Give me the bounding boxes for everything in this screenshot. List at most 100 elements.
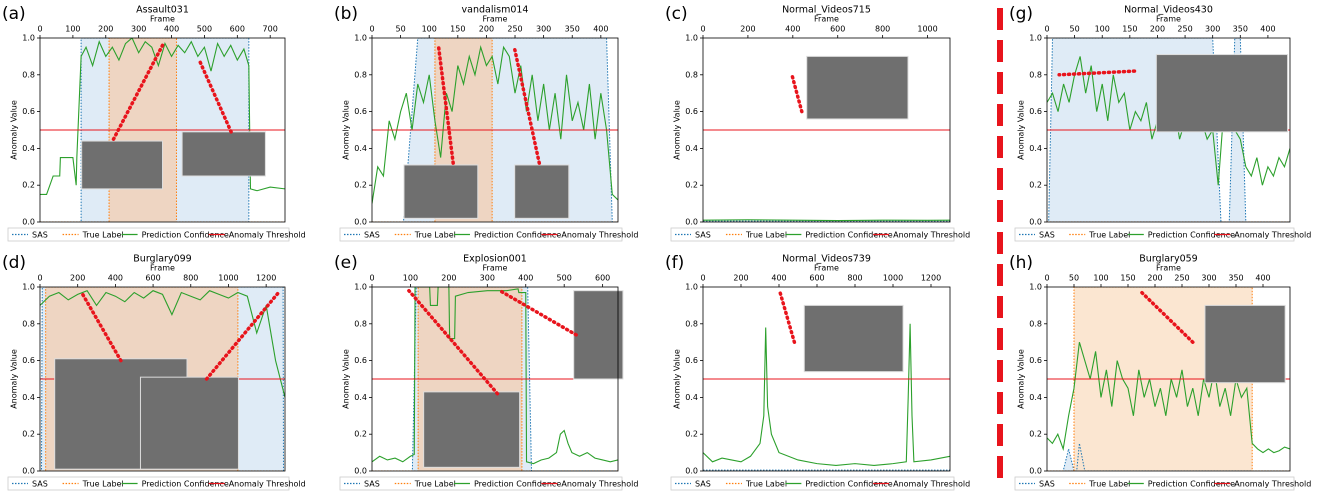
legend-label: Prediction Confidence	[1148, 231, 1235, 240]
y-tick-label: 0.6	[1029, 356, 1042, 365]
y-tick-label: 0.4	[685, 393, 698, 402]
x-tick-label: 800	[183, 274, 198, 283]
y-tick-label: 0.6	[1029, 107, 1042, 116]
legend-label: SAS	[364, 480, 380, 489]
pointer	[197, 58, 233, 134]
x-tick-label: 0	[1044, 25, 1049, 34]
x-tick-label: 200	[1147, 274, 1162, 283]
chart-title: vandalism014	[462, 5, 529, 16]
x-tick-label: 0	[37, 274, 42, 283]
photo-inset	[806, 55, 909, 120]
x-tick-label: 400	[593, 25, 608, 34]
legend-label: SAS	[32, 480, 48, 489]
photo-inset	[1204, 304, 1286, 384]
legend-label: SAS	[695, 231, 711, 240]
pointer	[512, 47, 542, 165]
legend-label: Prediction Confidence	[1148, 480, 1235, 489]
legend-label: True Label	[82, 231, 124, 240]
legend-box	[1014, 476, 1295, 491]
x-tick-label: 50	[1069, 274, 1079, 283]
legend-label: True Label	[745, 480, 787, 489]
chart-title: Assault031	[136, 5, 189, 16]
legend-label: SAS	[364, 231, 380, 240]
y-tick-label: 0.6	[22, 107, 35, 116]
legend-label: Anomaly Threshold	[229, 231, 306, 240]
pointer	[790, 73, 804, 114]
x-tick-label: 800	[875, 25, 890, 34]
axes-frame	[1046, 37, 1291, 223]
y-tick-label: 1.0	[685, 283, 698, 292]
x-tick-label: 100	[65, 25, 80, 34]
x-axis-label: Frame	[150, 264, 175, 273]
legend-label: SAS	[32, 231, 48, 240]
y-tick-label: 0.4	[1029, 144, 1042, 153]
y-tick-label: 0.8	[22, 70, 35, 79]
y-tick-label: 0.2	[685, 430, 698, 439]
legend-label: Prediction Confidence	[805, 231, 892, 240]
x-tick-label: 150	[1122, 25, 1137, 34]
x-axis-label: Frame	[1156, 15, 1181, 24]
axes-frame	[371, 37, 619, 223]
y-tick-label: 0.6	[685, 107, 698, 116]
series-line	[372, 287, 618, 465]
x-tick-label: 300	[536, 25, 551, 34]
legend-box	[670, 476, 955, 491]
axes-frame	[371, 286, 619, 472]
y-tick-label: 0.2	[685, 181, 698, 190]
x-tick-label: 600	[145, 274, 160, 283]
x-tick-label: 350	[1228, 274, 1243, 283]
series-line	[703, 323, 950, 467]
legend-label: SAS	[695, 480, 711, 489]
y-tick-label: 0.0	[1029, 218, 1042, 227]
legend-label: True Label	[745, 231, 787, 240]
x-tick-label: 300	[480, 274, 495, 283]
x-tick-label: 400	[108, 274, 123, 283]
x-tick-label: 350	[565, 25, 580, 34]
legend-label: Prediction Confidence	[142, 231, 229, 240]
y-tick-label: 0.2	[354, 430, 367, 439]
axes-frame	[1046, 286, 1291, 472]
x-tick-label: 0	[700, 274, 705, 283]
y-axis-label: Anomaly Value	[10, 100, 19, 160]
y-axis-label: Anomaly Value	[1017, 100, 1026, 160]
x-tick-label: 1000	[883, 274, 903, 283]
legend-label: Prediction Confidence	[474, 480, 561, 489]
x-axis-label: Frame	[483, 264, 508, 273]
x-tick-label: 0	[369, 25, 374, 34]
x-tick-label: 1200	[256, 274, 276, 283]
legend-box	[7, 476, 290, 491]
x-axis-label: Frame	[483, 15, 508, 24]
series-line	[1047, 38, 1290, 222]
x-tick-label: 100	[422, 25, 437, 34]
x-tick-label: 1000	[917, 25, 937, 34]
x-tick-label: 600	[230, 25, 245, 34]
legend-box	[339, 476, 623, 491]
y-tick-label: 0.8	[685, 319, 698, 328]
chart-title: Normal_Videos739	[782, 254, 871, 265]
y-tick-label: 0.0	[22, 467, 35, 476]
photo-inset	[403, 164, 479, 219]
chart-title: Normal_Videos715	[782, 5, 871, 16]
y-tick-label: 1.0	[685, 34, 698, 43]
pointer	[1140, 290, 1195, 344]
legend-label: Anomaly Threshold	[1234, 480, 1311, 489]
y-tick-label: 0.6	[685, 356, 698, 365]
x-tick-label: 400	[771, 274, 786, 283]
y-tick-label: 0.4	[354, 393, 367, 402]
x-axis-label: Frame	[814, 15, 839, 24]
x-tick-label: 150	[1120, 274, 1135, 283]
x-tick-label: 600	[595, 274, 610, 283]
pointer	[436, 43, 455, 165]
axes-frame	[702, 286, 951, 472]
panel-label: (h)	[1009, 253, 1033, 273]
y-tick-label: 0.2	[354, 181, 367, 190]
legend-label: Prediction Confidence	[142, 480, 229, 489]
